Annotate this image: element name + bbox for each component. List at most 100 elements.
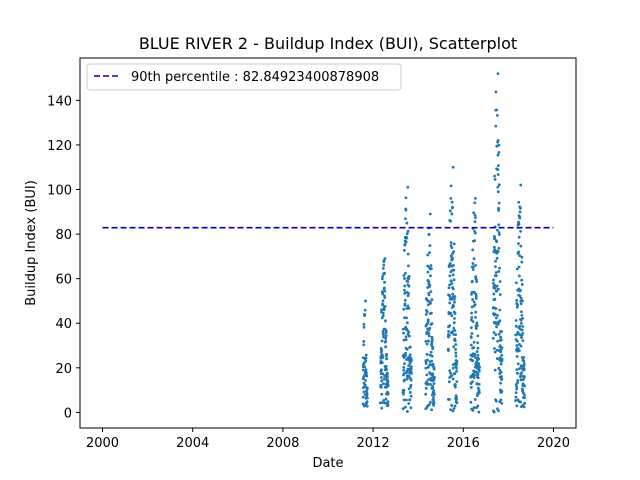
scatter-point bbox=[430, 338, 434, 341]
scatter-point bbox=[497, 246, 501, 250]
scatter-point bbox=[364, 299, 367, 303]
scatter-point bbox=[521, 391, 525, 395]
scatter-point bbox=[491, 336, 495, 340]
scatter-point bbox=[496, 228, 499, 232]
scatter-point bbox=[382, 335, 385, 339]
scatter-point bbox=[382, 259, 386, 263]
scatter-point bbox=[455, 359, 459, 363]
scatter-point bbox=[380, 406, 384, 410]
scatter-point bbox=[402, 366, 406, 369]
scatter-point bbox=[518, 254, 522, 258]
scatter-point bbox=[472, 340, 476, 344]
scatter-point bbox=[453, 300, 456, 304]
scatter-point bbox=[453, 329, 457, 332]
scatter-point bbox=[384, 339, 388, 343]
scatter-point bbox=[519, 302, 523, 306]
scatter-point bbox=[472, 257, 476, 261]
scatter-point bbox=[362, 361, 366, 365]
scatter-point bbox=[500, 346, 504, 350]
scatter-point bbox=[382, 398, 386, 402]
scatter-point bbox=[448, 274, 452, 278]
scatter-point bbox=[384, 334, 388, 338]
scatter-point bbox=[496, 190, 500, 194]
scatter-point bbox=[426, 382, 430, 386]
scatter-point bbox=[497, 231, 501, 234]
scatter-point bbox=[364, 356, 368, 360]
scatter-point bbox=[449, 371, 453, 375]
scatter-point bbox=[515, 404, 519, 408]
scatter-point bbox=[432, 403, 435, 407]
scatter-point bbox=[364, 379, 367, 382]
scatter-point bbox=[516, 371, 519, 375]
scatter-point bbox=[519, 318, 523, 322]
scatter-point bbox=[403, 271, 407, 275]
scatter-point bbox=[383, 305, 387, 308]
scatter-point bbox=[383, 280, 386, 284]
scatter-point bbox=[497, 143, 501, 147]
scatter-point bbox=[427, 403, 431, 407]
scatter-point bbox=[521, 325, 525, 328]
scatter-point bbox=[519, 344, 523, 348]
scatter-point bbox=[473, 213, 477, 217]
scatter-point bbox=[496, 185, 500, 189]
scatter-point bbox=[405, 369, 409, 373]
legend: 90th percentile : 82.84923400878908 bbox=[86, 63, 402, 91]
scatter-point bbox=[517, 235, 521, 239]
scatter-point bbox=[520, 371, 523, 375]
scatter-point bbox=[384, 319, 387, 323]
scatter-point bbox=[409, 383, 413, 387]
scatter-point bbox=[430, 354, 434, 358]
scatter-point bbox=[381, 266, 385, 270]
scatter-point bbox=[425, 380, 429, 384]
scatter-point bbox=[450, 314, 454, 318]
scatter-point bbox=[406, 252, 410, 256]
scatter-point bbox=[469, 336, 473, 339]
scatter-point bbox=[494, 399, 498, 403]
scatter-point bbox=[472, 211, 476, 215]
scatter-point bbox=[515, 339, 519, 343]
scatter-point bbox=[493, 236, 497, 240]
scatter-point bbox=[430, 408, 433, 412]
scatter-point bbox=[493, 284, 497, 287]
scatter-point bbox=[428, 285, 432, 288]
scatter-point bbox=[432, 396, 435, 399]
legend-label: 90th percentile : 82.84923400878908 bbox=[131, 70, 379, 85]
scatter-point bbox=[520, 283, 524, 286]
scatter-point bbox=[477, 391, 481, 395]
scatter-point bbox=[403, 291, 407, 295]
scatter-point bbox=[476, 346, 480, 350]
scatter-point bbox=[426, 253, 430, 257]
scatter-point bbox=[424, 392, 428, 396]
scatter-point bbox=[382, 263, 386, 267]
y-tick-label: 0 bbox=[64, 406, 72, 421]
scatter-point bbox=[474, 296, 478, 300]
scatter-point bbox=[362, 340, 366, 343]
scatter-point bbox=[454, 398, 458, 402]
scatter-point bbox=[518, 324, 522, 328]
scatter-point bbox=[454, 395, 458, 399]
scatter-point bbox=[497, 233, 501, 236]
scatter-point bbox=[406, 304, 410, 308]
scatter-point bbox=[453, 339, 457, 342]
scatter-point bbox=[380, 349, 384, 353]
scatter-point bbox=[493, 174, 497, 178]
scatter-point bbox=[474, 292, 478, 296]
scatter-point bbox=[523, 393, 526, 397]
scatter-point bbox=[405, 221, 409, 225]
scatter-point bbox=[455, 366, 458, 370]
scatter-point bbox=[520, 310, 523, 314]
scatter-point bbox=[496, 72, 500, 75]
scatter-point bbox=[407, 275, 411, 278]
scatter-point bbox=[432, 378, 436, 382]
scatter-point bbox=[494, 124, 498, 128]
scatter-point bbox=[405, 236, 409, 240]
scatter-point bbox=[472, 406, 476, 410]
scatter-point bbox=[447, 286, 451, 290]
scatter-point bbox=[381, 311, 385, 315]
scatter-point bbox=[425, 352, 429, 356]
scatter-point bbox=[517, 265, 521, 269]
scatter-point bbox=[430, 311, 433, 315]
scatter-point bbox=[450, 282, 454, 286]
scatter-point bbox=[386, 403, 390, 407]
scatter-point bbox=[519, 296, 523, 300]
